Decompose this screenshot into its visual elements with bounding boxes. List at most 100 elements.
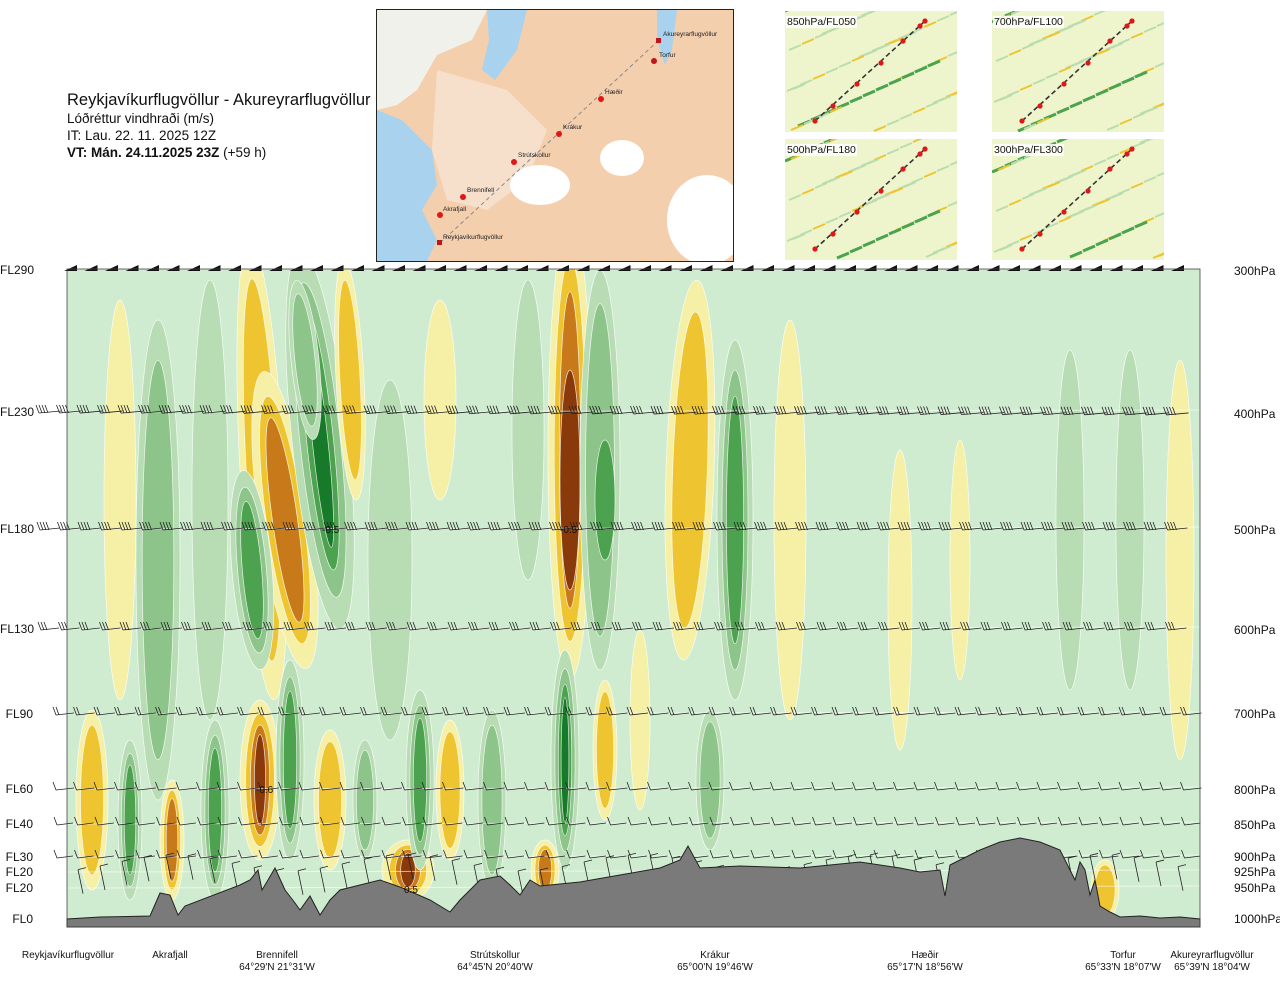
wind-barb	[954, 706, 977, 716]
thumb-background	[992, 11, 1164, 132]
thumb-route-point	[1061, 81, 1067, 87]
wind-barb	[749, 706, 772, 716]
thumb-streak	[1080, 165, 1094, 172]
station-coord: 65°00'N 19°46'W	[677, 962, 753, 973]
wind-barb	[979, 521, 1004, 531]
thumb-streak	[836, 251, 850, 260]
wind-barb	[412, 265, 426, 271]
wind-barb	[1181, 849, 1201, 859]
wind-barb	[771, 816, 791, 826]
map-label-haedir: Hæðir	[605, 88, 624, 96]
velocity-contour	[412, 717, 428, 843]
wind-barb	[1130, 265, 1143, 271]
wind-barb	[853, 816, 873, 826]
wind-barb	[339, 781, 362, 791]
wind-barb	[1124, 621, 1146, 631]
wind-barb	[529, 621, 552, 631]
thumb-streak	[816, 112, 830, 119]
thumb-streak	[886, 148, 900, 155]
thumb-streak	[1047, 181, 1061, 188]
wind-barb	[402, 816, 422, 826]
wind-barb	[1036, 706, 1059, 716]
station-label: Akureyrarflugvöllur 65°39'N 18°04'W	[1152, 950, 1272, 974]
wind-barb	[278, 706, 300, 716]
wind-barb	[607, 816, 627, 826]
wind-barb	[197, 816, 217, 826]
wind-barb	[1160, 816, 1181, 826]
thumb-streak	[1095, 238, 1109, 247]
thumb-streak	[949, 11, 957, 16]
wind-barb	[1041, 521, 1065, 531]
lead-time: (+59 h)	[223, 145, 267, 160]
wind-barb	[1020, 521, 1045, 531]
station-label: Akrafjall	[110, 950, 230, 962]
thumb-route-point	[878, 188, 884, 194]
wind-barb	[429, 854, 439, 881]
wind-barb	[1111, 852, 1121, 880]
wind-barb	[158, 405, 185, 414]
thumb-streak	[875, 233, 889, 242]
wind-barb	[975, 781, 997, 791]
wind-barb	[345, 621, 367, 631]
thumb-streak	[1071, 210, 1085, 217]
station-coord: 65°17'N 18°56'W	[887, 962, 963, 973]
wind-barb	[175, 781, 198, 791]
wind-barb	[35, 404, 62, 414]
wind-barb	[427, 621, 449, 631]
station-name: Hæðir	[911, 950, 939, 961]
wind-barb	[524, 781, 546, 791]
wind-barb	[299, 849, 320, 859]
wind-barb	[257, 781, 280, 791]
wind-barb	[421, 706, 444, 716]
wind-barb	[667, 781, 690, 791]
thumb-streak	[914, 65, 928, 74]
wind-barb	[872, 781, 895, 791]
thumb-streak	[938, 95, 952, 102]
wind-barb	[934, 781, 956, 791]
thumb-streak	[923, 171, 937, 178]
thumb-streak	[936, 15, 950, 22]
thumb-streak	[938, 245, 952, 252]
wind-barb	[978, 406, 1005, 416]
thumb-streak	[1106, 153, 1120, 160]
wind-barb	[544, 706, 567, 716]
wind-barb	[586, 816, 607, 826]
wind-barb	[197, 849, 217, 859]
station-name: Strútskollur	[469, 950, 520, 961]
wind-barb	[279, 816, 299, 826]
thumb-route-point	[1037, 103, 1043, 109]
wind-barb	[179, 405, 205, 414]
wind-barb	[897, 521, 922, 531]
wind-barb	[730, 849, 750, 859]
thumb-route-point	[878, 60, 884, 66]
thumb-streak	[1119, 118, 1133, 125]
right-axis-label: 600hPa	[1234, 623, 1276, 637]
thumb-streak	[997, 164, 1011, 171]
wind-barb	[426, 521, 450, 531]
wind-barb	[298, 706, 321, 716]
wind-barb	[114, 781, 136, 791]
wind-barb	[56, 404, 82, 414]
wind-barb	[442, 781, 464, 791]
velocity-contour	[887, 449, 913, 751]
wind-barb	[1133, 855, 1143, 882]
wind-barb	[1083, 621, 1105, 631]
issue-time: IT: Lau. 22. 11. 2025 12Z	[67, 128, 217, 143]
wind-barb	[831, 706, 854, 716]
wind-barb	[857, 621, 880, 631]
thumb-streak	[1132, 112, 1146, 119]
thumb-streak	[927, 209, 941, 218]
wind-barb	[1098, 706, 1120, 716]
velocity-contour	[207, 747, 223, 873]
wind-barb	[406, 621, 429, 631]
wind-barb	[549, 521, 573, 531]
thumb-route-point	[900, 38, 906, 44]
wind-barb	[343, 405, 369, 414]
wind-barb	[509, 621, 531, 631]
thumb-route-point	[917, 23, 923, 29]
wind-barb	[380, 781, 403, 791]
contour-labels: -0.5 -0.5 -0.6 0.5	[256, 525, 578, 896]
wind-barb	[488, 621, 511, 631]
wind-barb	[156, 849, 176, 859]
wind-barb	[894, 849, 914, 859]
